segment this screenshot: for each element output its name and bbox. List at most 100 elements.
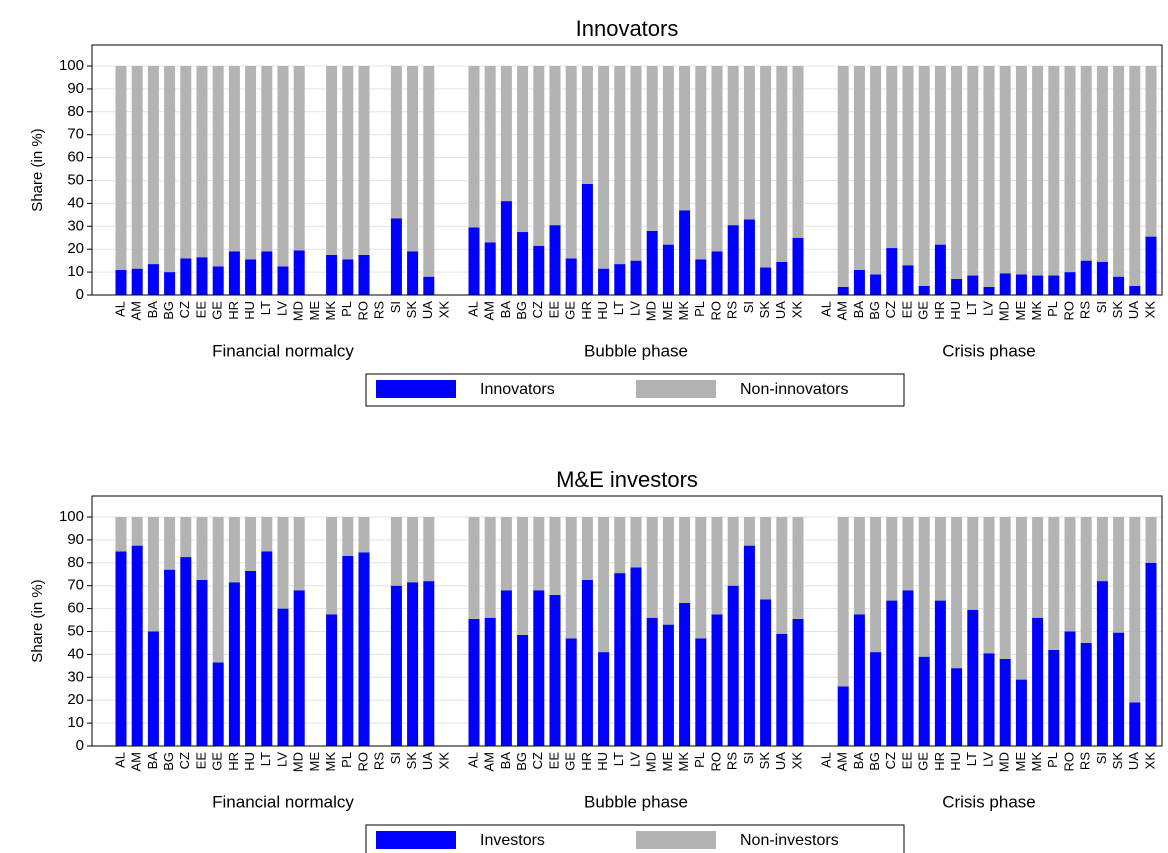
bar-segment	[1145, 236, 1157, 295]
bar-segment	[853, 66, 865, 270]
bar-segment	[614, 264, 626, 295]
y-tick-label: 60	[67, 149, 84, 166]
bar-segment	[131, 517, 143, 546]
x-tick-label: LV	[627, 752, 642, 767]
x-tick-label: MD	[291, 752, 306, 772]
bar-segment	[358, 517, 370, 553]
bar-segment	[358, 552, 370, 746]
chart-title: M&E investors	[556, 467, 698, 492]
bar-segment	[517, 634, 529, 746]
bar-segment	[837, 286, 849, 295]
bar-segment	[164, 66, 176, 273]
bar-segment	[1064, 66, 1076, 273]
x-tick-label: CZ	[530, 301, 545, 318]
x-tick-label: PL	[1045, 301, 1060, 317]
bar-segment	[695, 259, 707, 295]
x-tick-label: BA	[498, 752, 513, 770]
x-tick-label: HU	[948, 752, 963, 771]
bar-segment	[792, 618, 804, 746]
x-tick-label: RS	[1078, 752, 1093, 770]
bar-segment	[983, 286, 995, 295]
bar-segment	[711, 251, 723, 295]
bar-segment	[358, 66, 370, 255]
bar-segment	[1129, 517, 1141, 703]
bar-segment	[776, 633, 788, 746]
bar-segment	[261, 517, 273, 552]
x-tick-label: CZ	[177, 752, 192, 769]
bar-segment	[1015, 679, 1027, 746]
bar-segment	[549, 517, 561, 595]
bar-segment	[695, 638, 707, 746]
x-tick-label: SK	[757, 752, 772, 770]
group-label: Crisis phase	[942, 792, 1036, 811]
bar-segment	[999, 66, 1011, 274]
bar-segment	[630, 66, 642, 261]
bar-segment	[196, 257, 208, 295]
x-tick-label: SI	[1094, 752, 1109, 764]
x-tick-label: UA	[1126, 301, 1141, 319]
x-tick-label: RO	[708, 301, 723, 321]
x-tick-label: GE	[563, 752, 578, 771]
bar-segment	[581, 66, 593, 184]
bar-segment	[902, 265, 914, 295]
bar-segment	[918, 66, 930, 286]
bar-segment	[115, 269, 127, 295]
x-tick-label: MK	[323, 752, 338, 772]
bar-segment	[342, 66, 354, 260]
x-tick-label: MD	[997, 752, 1012, 772]
bar-segment	[727, 585, 739, 746]
bar-segment	[212, 662, 224, 746]
bar-segment	[886, 600, 898, 746]
x-tick-label: LT	[611, 752, 626, 766]
y-tick-label: 50	[67, 622, 84, 639]
bar-segment	[390, 218, 402, 295]
bar-segment	[630, 567, 642, 746]
bar-segment	[1080, 517, 1092, 643]
x-tick-label: AM	[482, 301, 497, 321]
x-tick-label: PL	[339, 752, 354, 768]
bar-segment	[743, 545, 755, 746]
bar-segment	[212, 266, 224, 295]
bar-segment	[468, 227, 480, 295]
bar-segment	[853, 517, 865, 615]
bar-segment	[468, 618, 480, 746]
bar-segment	[662, 517, 674, 625]
bar-segment	[711, 66, 723, 252]
x-tick-label: MD	[997, 301, 1012, 321]
x-tick-label: CZ	[177, 301, 192, 318]
bar-segment	[918, 656, 930, 746]
bar-segment	[951, 517, 963, 669]
bar-segment	[1113, 517, 1125, 633]
bar-segment	[147, 517, 159, 632]
x-tick-label: LT	[611, 301, 626, 315]
bar-segment	[1113, 632, 1125, 746]
bar-segment	[662, 66, 674, 245]
bar-segment	[1096, 261, 1108, 295]
bar-segment	[614, 66, 626, 265]
bar-segment	[983, 517, 995, 654]
bar-segment	[390, 585, 402, 746]
x-tick-label: ME	[1013, 301, 1028, 321]
bar-segment	[358, 254, 370, 295]
group-label: Financial normalcy	[212, 792, 354, 811]
bar-segment	[565, 517, 577, 639]
bar-segment	[886, 517, 898, 601]
bar-segment	[390, 517, 402, 586]
bar-segment	[581, 183, 593, 295]
bar-segment	[662, 244, 674, 295]
bar-segment	[1015, 517, 1027, 680]
bar-segment	[326, 614, 338, 746]
x-tick-label: AM	[482, 752, 497, 772]
y-tick-label: 40	[67, 194, 84, 211]
bar-segment	[870, 652, 882, 746]
bar-segment	[565, 66, 577, 259]
bar-segment	[1015, 66, 1027, 275]
y-tick-label: 80	[67, 103, 84, 120]
x-tick-label: ME	[1013, 752, 1028, 772]
bar-segment	[1032, 275, 1044, 295]
bar-segment	[1048, 517, 1060, 650]
bar-segment	[646, 517, 658, 618]
bar-segment	[1145, 66, 1157, 237]
x-tick-label: AL	[112, 301, 127, 317]
bar-segment	[792, 517, 804, 619]
